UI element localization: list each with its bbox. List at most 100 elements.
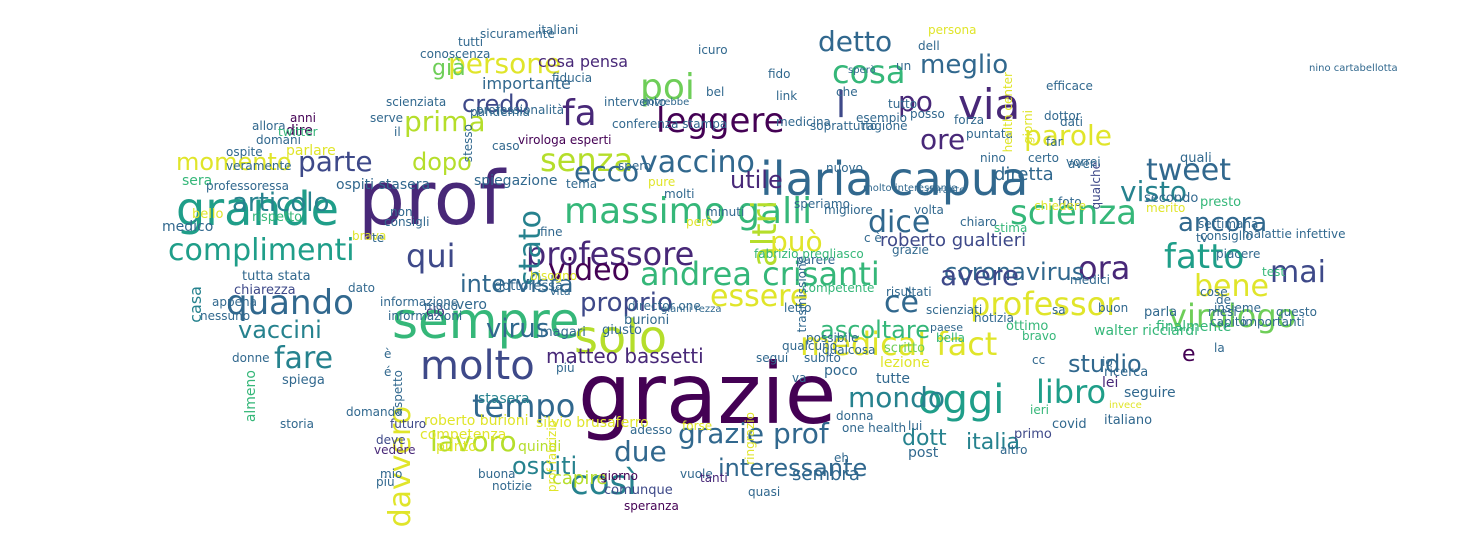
cloud-word: chiaro [960,216,997,228]
cloud-word: bisogno [530,270,577,282]
cloud-word: virologa esperti [518,134,612,146]
cloud-word: sperò [848,66,876,76]
cloud-word: più [556,362,575,374]
cloud-word: c è [864,232,882,244]
cloud-word: efficace [1046,80,1093,92]
cloud-word: fa [562,96,597,132]
cloud-word: buon [1098,302,1128,314]
cloud-word: cc [1032,354,1045,366]
cloud-word: il [394,126,401,138]
cloud-word: magari [540,326,586,339]
cloud-word: altro [1000,444,1027,456]
cloud-word: che [836,86,858,98]
cloud-word: più [376,476,395,488]
cloud-word: fare [274,344,333,374]
cloud-word: chiedere [1034,200,1086,212]
cloud-word: la [1214,342,1225,354]
cloud-word: grazie [892,244,929,256]
cloud-word: piacere [1216,248,1260,260]
cloud-word: scritto [884,342,925,355]
cloud-word: far [1046,136,1063,148]
cloud-word: post [908,446,938,460]
cloud-word: e [1182,344,1196,366]
cloud-word: vita [550,286,571,297]
cloud-word: volta [914,204,944,216]
cloud-word: stima [994,222,1027,234]
cloud-word: merito [1146,202,1185,214]
cloud-word: adesso [630,424,672,436]
cloud-word: vedere [374,444,416,456]
cloud-word: è [384,348,391,360]
cloud-word: poco [824,364,858,378]
cloud-word: cosa pensa [538,54,628,70]
cloud-word: fine [540,226,563,238]
cloud-word: giorni [1022,110,1034,144]
cloud-word: speranza [624,500,679,512]
cloud-word: due [614,438,667,466]
cloud-word: ospiti stasera [336,178,430,192]
cloud-word: competente [802,282,874,294]
cloud-word: tutte [876,372,910,386]
cloud-word: nessuno [200,310,250,322]
cloud-word: futuro [390,418,426,430]
cloud-word: nino [980,152,1006,164]
cloud-word: dovrebbe [642,98,689,108]
cloud-word: ore [920,126,965,154]
cloud-word: diretta [994,166,1054,184]
cloud-word: almeno [244,370,258,422]
cloud-word: icuro [698,44,728,56]
cloud-word: medico [162,220,213,234]
cloud-word: però [686,216,713,228]
cloud-word: nuovo [826,162,863,174]
cloud-word: quali [1180,152,1212,165]
cloud-word: paese [930,322,963,333]
cloud-word: forza [954,114,984,126]
cloud-word: spiegazione [474,174,557,188]
cloud-word: non [390,206,413,218]
cloud-word: one health [842,422,906,434]
cloud-word: spero [618,160,651,172]
cloud-word: sa [1052,304,1066,316]
cloud-word: ospite [226,146,263,158]
cloud-word: aspetto [392,370,404,415]
cloud-word: molto [420,346,535,386]
cloud-word: bel [706,86,724,98]
cloud-word: detto [818,28,892,56]
cloud-word: già [432,58,466,80]
cloud-word: persona [928,24,977,36]
cloud-word: scienziati [926,304,982,316]
cloud-word: italiano [1104,414,1152,427]
cloud-word: conferenza stampa [612,118,727,130]
cloud-word: lezione [880,356,930,370]
cloud-word: prof fabrizio [546,420,558,492]
cloud-word: io [1102,356,1113,368]
cloud-word: tema [566,178,597,190]
cloud-word: fiducia [552,72,592,84]
cloud-word: link [776,90,797,102]
cloud-word: medici [1070,274,1110,286]
cloud-word: italiani [538,24,578,36]
cloud-word: primo [1014,428,1052,441]
cloud-word: risultati [886,286,932,298]
cloud-word: aver [1068,158,1095,170]
cloud-word: conoscenza [420,48,490,60]
cloud-word: posso [910,108,945,120]
cloud-word: qui [406,240,455,272]
cloud-word: segui [756,352,788,364]
cloud-word: durante [926,186,965,196]
cloud-word: roberto burioni [424,414,529,428]
cloud-word: avere [940,262,1019,290]
cloud-word: trasmissione [796,256,808,332]
cloud-word: rispetto [252,211,302,224]
cloud-word: stasera [478,392,530,406]
cloud-word: spiega [282,374,325,387]
cloud-word: nino cartabellotta [1309,64,1398,74]
cloud-word: giorno [600,470,638,482]
cloud-word: tutta stata [242,270,311,283]
cloud-word: caso [492,140,520,152]
cloud-word: notizie [492,480,532,492]
cloud-word: é [384,366,391,378]
cloud-word: dell [918,40,940,52]
cloud-word: appena [212,296,257,308]
cloud-word: subito [804,352,841,364]
